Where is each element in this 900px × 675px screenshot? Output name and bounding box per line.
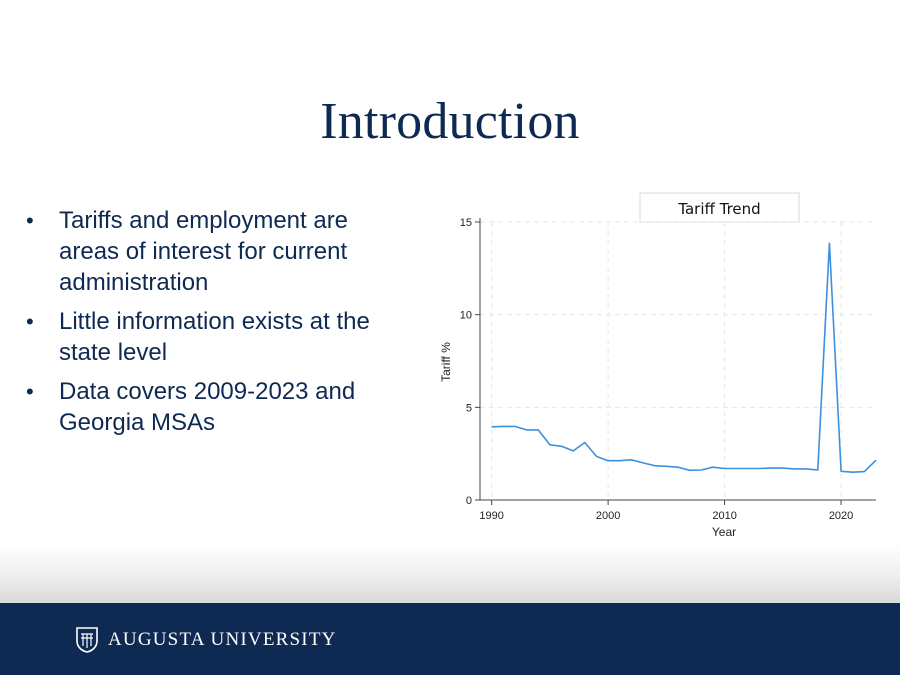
y-axis-label: Tariff % [439, 342, 453, 382]
bullet-dot-icon: • [26, 309, 34, 334]
y-tick-label: 15 [460, 217, 472, 229]
y-tick-label: 5 [466, 402, 472, 414]
chart-axes [479, 218, 876, 501]
y-tick-label: 0 [466, 495, 472, 507]
tariff-series-line [491, 242, 877, 474]
x-tick-label: 2010 [712, 510, 736, 522]
x-tick-label: 2000 [596, 510, 620, 522]
chart-title-box [639, 192, 800, 223]
bullet-dot-icon: • [26, 208, 34, 233]
footer-bar: AUGUSTA UNIVERSITY [0, 603, 900, 675]
bullet-list: • Tariffs and employment are areas of in… [24, 205, 414, 446]
university-name: AUGUSTA UNIVERSITY [108, 629, 337, 650]
bullet-item: • Little information exists at the state… [24, 306, 414, 368]
x-tick-label: 1990 [479, 510, 503, 522]
bullet-item: • Data covers 2009-2023 and Georgia MSAs [24, 376, 414, 438]
bullet-text: Tariffs and employment are areas of inte… [59, 207, 349, 296]
slide-title: Introduction [320, 93, 580, 150]
shield-logo-icon [76, 627, 98, 653]
chart-title: Tariff Trend [677, 200, 760, 218]
tariff-chart: Tariff Trend 0 5 10 15 1990 2000 2010 2020 Year… [430, 190, 890, 550]
x-axis-label: Year [712, 525, 736, 539]
y-tick-label: 10 [460, 310, 472, 322]
chart-gridlines [480, 221, 876, 501]
x-tick-label: 2020 [829, 510, 853, 522]
bullet-text: Little information exists at the state l… [59, 308, 370, 366]
tariff-chart-svg: Tariff Trend 0 5 10 15 1990 2000 2010 2020 Year… [439, 192, 877, 539]
chart-ticks: 0 5 10 15 1990 2000 2010 2020 [460, 217, 854, 522]
chart-series [491, 242, 877, 474]
bullet-item: • Tariffs and employment are areas of in… [24, 205, 414, 298]
bullet-dot-icon: • [26, 379, 34, 404]
bullet-text: Data covers 2009-2023 and Georgia MSAs [59, 378, 356, 436]
